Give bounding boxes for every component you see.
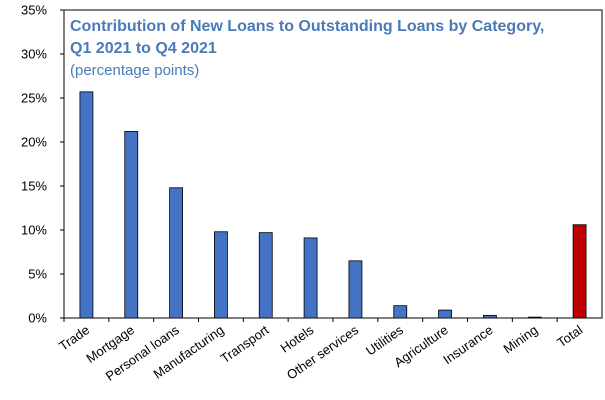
bar-agriculture xyxy=(438,309,452,319)
y-tick-label: 15% xyxy=(21,179,47,194)
y-axis: 0% 5% 10% 15% 20% 25% 30% 35% xyxy=(21,3,64,326)
bar-hotels xyxy=(303,237,318,319)
chart-title-line-2: Q1 2021 to Q4 2021 xyxy=(70,40,217,57)
bar-personal-loans xyxy=(169,187,183,319)
bar-utilities xyxy=(393,305,408,319)
plot-frame xyxy=(63,9,603,319)
bar-mortgage xyxy=(124,131,139,319)
bar-mining xyxy=(527,316,542,319)
bar-other-services xyxy=(348,260,363,319)
y-tick-label: 20% xyxy=(21,135,47,150)
y-tick-label: 10% xyxy=(21,223,47,238)
bar-trade xyxy=(79,91,94,319)
bar-manufacturing xyxy=(214,231,228,319)
x-tick-label: Insurance xyxy=(440,322,495,367)
y-tick-label: 30% xyxy=(21,47,47,62)
chart-subtitle: (percentage points) xyxy=(70,62,199,79)
x-tick-label: Total xyxy=(554,322,585,350)
bars-group xyxy=(79,91,587,319)
bar-insurance xyxy=(483,314,497,319)
x-tick-label: Transport xyxy=(218,322,272,366)
bar-transport xyxy=(258,232,273,319)
y-tick-label: 35% xyxy=(21,3,47,18)
y-tick-label: 5% xyxy=(28,267,47,282)
bar-total xyxy=(572,224,587,319)
x-tick-label: Trade xyxy=(56,322,92,353)
chart-title-line-1: Contribution of New Loans to Outstanding… xyxy=(70,18,544,35)
x-tick-label: Mining xyxy=(500,322,540,356)
chart-title-group: Contribution of New Loans to Outstanding… xyxy=(70,18,544,79)
y-tick-label: 25% xyxy=(21,91,47,106)
y-tick-label: 0% xyxy=(28,311,47,326)
